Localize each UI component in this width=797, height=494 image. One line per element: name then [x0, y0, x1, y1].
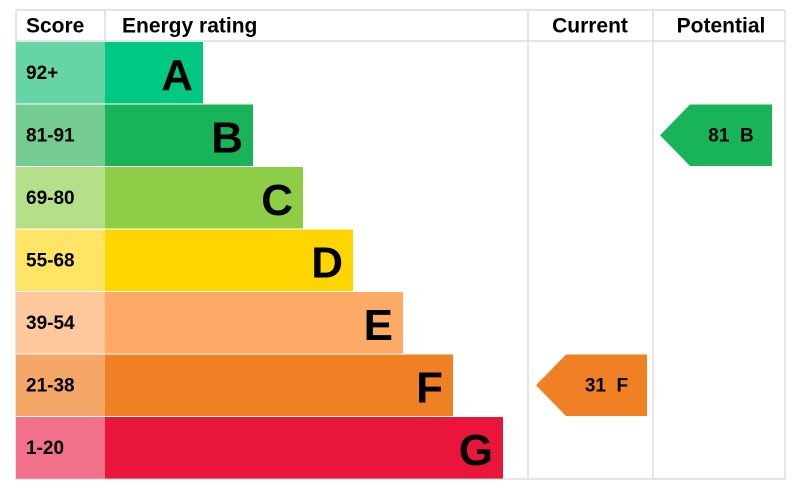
score-range: 21-38 — [26, 375, 75, 396]
header-potential: Potential — [677, 15, 766, 38]
score-range: 1-20 — [26, 438, 64, 459]
rating-bar — [105, 229, 353, 291]
score-cell — [16, 354, 105, 416]
score-range: 39-54 — [26, 313, 75, 334]
space — [729, 125, 740, 146]
space — [606, 375, 617, 396]
current-arrow — [536, 354, 647, 416]
header-rating: Energy rating — [122, 15, 257, 38]
score-cell — [16, 229, 105, 291]
score-cell — [16, 292, 105, 354]
current-score: 31 — [585, 375, 607, 396]
rating-letter: C — [261, 176, 293, 225]
header-current: Current — [552, 15, 628, 38]
score-range: 55-68 — [26, 250, 75, 271]
rating-bar — [105, 104, 253, 166]
rating-letter: F — [416, 363, 443, 412]
rating-letter: E — [364, 301, 393, 350]
rating-letter: A — [161, 51, 193, 100]
potential-band: B — [740, 125, 754, 146]
potential-label: 81 B — [708, 125, 753, 146]
score-cell — [16, 42, 105, 104]
rating-letter: D — [311, 238, 343, 287]
current-band: F — [617, 375, 629, 396]
rating-letter: B — [211, 113, 243, 162]
potential-arrow — [660, 104, 772, 166]
rating-bar — [105, 167, 303, 229]
score-range: 92+ — [26, 63, 58, 84]
score-range: 69-80 — [26, 188, 75, 209]
score-cell — [16, 417, 105, 479]
rating-bar — [105, 292, 403, 354]
rating-bar — [105, 354, 453, 416]
score-cell — [16, 104, 105, 166]
rating-letter: G — [459, 426, 493, 475]
header-score: Score — [26, 15, 84, 38]
current-label: 31 F — [585, 375, 628, 396]
rating-bar — [105, 417, 503, 479]
score-range: 81-91 — [26, 125, 75, 146]
potential-score: 81 — [708, 125, 730, 146]
rating-bar — [105, 42, 203, 104]
score-cell — [16, 167, 105, 229]
